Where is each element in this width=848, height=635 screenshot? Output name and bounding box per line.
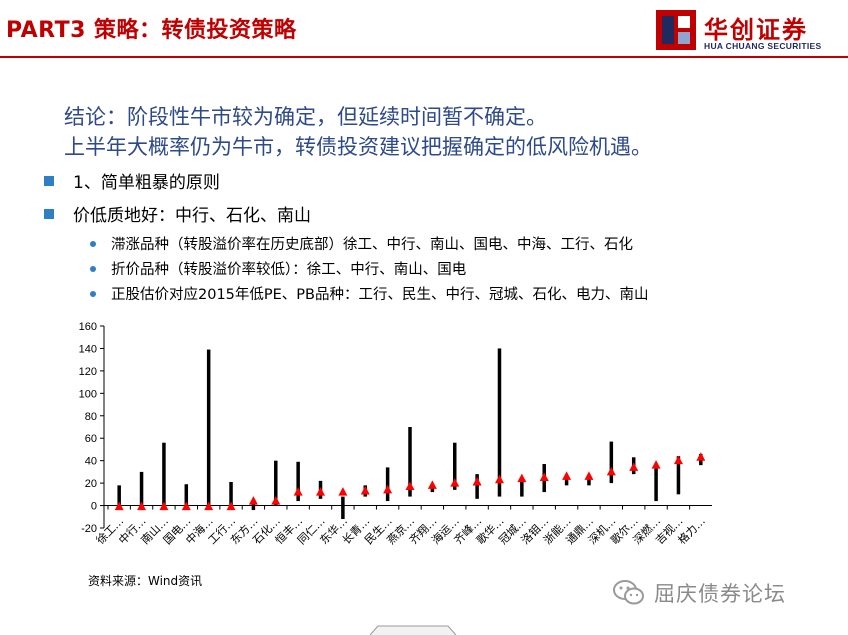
wechat-icon (613, 580, 644, 605)
watermark-text: 屈庆债券论坛 (654, 582, 786, 606)
range-bar (587, 476, 591, 486)
triangle-marker (114, 501, 124, 511)
conclusion-line-2: 上半年大概率仍为牛市，转债投资建议把握确定的低风险机遇。 (64, 135, 652, 159)
triangle-marker (562, 471, 572, 480)
range-bar (206, 349, 211, 506)
triangle-marker (159, 501, 169, 511)
bullet-item: 价低质地好：中行、石化、南山 (44, 201, 311, 226)
square-bullet-icon (44, 175, 54, 186)
conclusion-line-1: 结论：阶段性牛市较为确定，但延续时间暂不确定。 (64, 105, 547, 129)
dot-bullet-icon (90, 290, 96, 297)
range-bar (274, 460, 278, 506)
range-bar (162, 442, 166, 506)
y-tick-label: 140 (79, 343, 97, 355)
triangle-marker (137, 501, 147, 511)
triangle-marker (338, 487, 348, 496)
triangle-marker (539, 472, 549, 481)
triangle-marker (383, 484, 393, 494)
logo-chinese-name: 华创证券 (704, 16, 808, 44)
range-bar (251, 502, 256, 511)
page-title: PART3 策略：转债投资策略 (6, 18, 297, 43)
range-bar (654, 467, 658, 502)
triangle-marker (472, 476, 482, 486)
square-bullet-icon (44, 208, 54, 219)
sub-bullet-text: 正股估价对应2015年低PE、PB品种：工行、民生、中行、冠城、石化、电力、南山 (111, 287, 649, 303)
triangle-marker (517, 473, 527, 483)
bottom-tab-decoration (369, 625, 457, 635)
conclusion-block: 结论：阶段性牛市较为确定，但延续时间暂不确定。 上半年大概率仍为牛市，转债投资建… (64, 102, 652, 162)
triangle-marker (629, 462, 639, 471)
range-bar (184, 484, 189, 506)
wechat-watermark: 屈庆债券论坛 (612, 578, 786, 608)
bullet-text: 1、简单粗暴的原则 (73, 173, 220, 193)
triangle-marker (405, 481, 415, 490)
triangle-marker (293, 487, 303, 496)
triangle-marker (271, 496, 281, 505)
y-tick-label: 160 (79, 321, 97, 333)
triangle-marker (584, 471, 594, 480)
triangle-marker (450, 478, 460, 487)
triangle-marker (651, 460, 661, 469)
header-divider (0, 56, 848, 58)
dot-bullet-icon (90, 240, 96, 247)
triangle-marker (204, 501, 214, 511)
triangle-marker (673, 455, 683, 465)
y-tick-label: 40 (85, 456, 97, 468)
y-tick-label: 80 (85, 411, 97, 423)
range-bar (139, 471, 144, 506)
y-tick-label: 120 (79, 366, 97, 378)
range-bar (385, 467, 390, 502)
range-bar (452, 442, 457, 490)
company-logo: 华创证券 HUA CHUANG SECURITIES (654, 8, 834, 54)
sub-bullet-item: 折价品种（转股溢价率较低）：徐工、中行、南山、国电 (90, 258, 466, 279)
triangle-marker (360, 485, 370, 495)
sub-bullet-item: 正股估价对应2015年低PE、PB品种：工行、民生、中行、冠城、石化、电力、南山 (90, 283, 649, 304)
sub-bullet-item: 滞涨品种（转股溢价率在历史底部）徐工、中行、南山、国电、中海、工行、石化 (90, 233, 633, 254)
range-bar (564, 476, 569, 486)
logo-english-name: HUA CHUANG SECURITIES (704, 41, 822, 51)
triangle-marker (248, 496, 258, 505)
range-bar (676, 456, 681, 495)
y-tick-label: 20 (85, 478, 97, 490)
triangle-marker (316, 487, 326, 496)
sub-bullet-text: 折价品种（转股溢价率较低）：徐工、中行、南山、国电 (111, 262, 467, 278)
range-bar (475, 474, 479, 499)
range-bar (296, 461, 300, 502)
dot-bullet-icon (90, 265, 96, 272)
triangle-marker (696, 452, 706, 461)
y-tick-label: -20 (81, 523, 97, 535)
y-tick-label: 0 (91, 501, 97, 513)
source-note: 资料来源：Wind资讯 (88, 574, 203, 588)
range-bar (497, 348, 502, 497)
range-bar (609, 441, 614, 484)
triangle-marker (606, 466, 616, 476)
range-bar (229, 481, 233, 506)
y-tick-label: 60 (85, 433, 97, 445)
range-bar (520, 478, 524, 497)
range-bar (341, 496, 345, 520)
range-bar (408, 427, 412, 497)
triangle-marker (181, 501, 191, 511)
bullet-item: 1、简单粗暴的原则 (44, 168, 220, 193)
triangle-marker (494, 474, 504, 484)
bullet-text: 价低质地好：中行、石化、南山 (73, 206, 311, 226)
triangle-marker (226, 501, 236, 511)
logo-mark-icon (656, 10, 696, 50)
y-tick-label: 100 (79, 388, 97, 400)
sub-bullet-text: 滞涨品种（转股溢价率在历史底部）徐工、中行、南山、国电、中海、工行、石化 (111, 237, 633, 253)
triangle-marker (427, 480, 437, 489)
premium-range-chart: -20020406080100120140160徐工…中行…南山…国电…中海…工… (79, 321, 712, 547)
range-bar (117, 485, 121, 506)
